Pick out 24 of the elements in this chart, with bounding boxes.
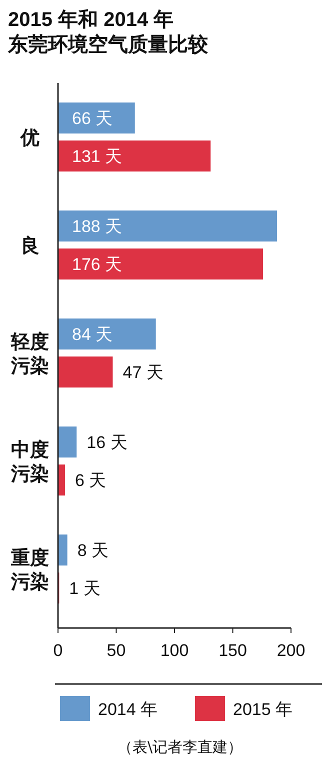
y-tick-label: 中度污染 [10, 439, 49, 485]
x-tick-label: 150 [218, 641, 247, 660]
data-label: 6 天 [74, 471, 106, 490]
y-tick-label: 良 [20, 235, 40, 257]
data-label: 176 天 [72, 255, 122, 274]
data-label: 131 天 [72, 147, 122, 166]
x-tick-label: 50 [106, 641, 126, 660]
data-label: 16 天 [86, 433, 128, 452]
y-tick-label: 优 [20, 127, 40, 149]
data-label: 8 天 [77, 541, 109, 560]
data-label: 1 天 [69, 579, 100, 598]
data-label: 47 天 [122, 363, 164, 382]
chart-title: 2015 年和 2014 年东莞环境空气质量比较 [7, 8, 209, 56]
y-tick-label: 重度污染 [10, 547, 49, 593]
text: （表\记者李直建） [117, 738, 243, 756]
data-label: 66 天 [72, 109, 113, 128]
y-tick-label: 轻度污染 [10, 331, 49, 377]
legend-label: 2014 年 [98, 700, 158, 719]
x-tick-label: 0 [53, 641, 63, 660]
x-tick-label: 200 [276, 641, 306, 660]
data-label: 188 天 [72, 217, 122, 236]
x-tick-label: 100 [160, 641, 189, 660]
data-label: 84 天 [72, 325, 113, 344]
legend-label: 2015 年 [233, 700, 293, 719]
